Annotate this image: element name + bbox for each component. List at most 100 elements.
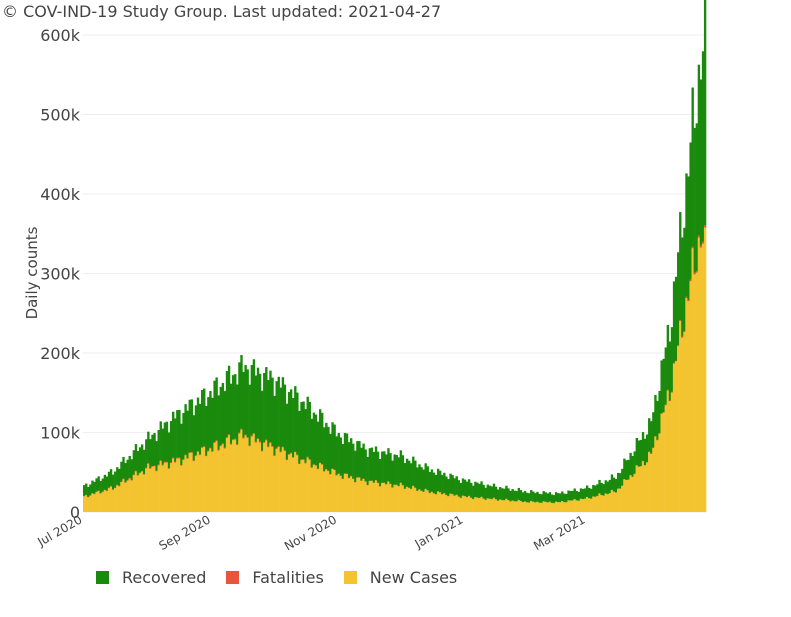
- bar-new-cases[interactable]: [182, 460, 185, 512]
- bar-new-cases[interactable]: [91, 493, 94, 512]
- bar-fatalities[interactable]: [279, 451, 282, 453]
- bar-new-cases[interactable]: [683, 332, 686, 512]
- bar-new-cases[interactable]: [412, 486, 415, 512]
- bar-recovered[interactable]: [395, 454, 398, 485]
- bar-fatalities[interactable]: [252, 433, 256, 434]
- bar-fatalities[interactable]: [136, 474, 140, 476]
- bar-fatalities[interactable]: [180, 464, 183, 466]
- bar-recovered[interactable]: [138, 447, 142, 473]
- bar-recovered[interactable]: [401, 455, 405, 486]
- bar-recovered[interactable]: [263, 372, 266, 443]
- bar-fatalities[interactable]: [254, 441, 258, 443]
- bar-recovered[interactable]: [590, 488, 593, 499]
- bar-new-cases[interactable]: [567, 500, 570, 512]
- bar-recovered[interactable]: [225, 371, 229, 438]
- bar-recovered[interactable]: [190, 399, 193, 452]
- bar-new-cases[interactable]: [118, 486, 121, 512]
- bar-new-cases[interactable]: [681, 337, 684, 512]
- bar-new-cases[interactable]: [643, 465, 647, 512]
- bar-fatalities[interactable]: [312, 464, 316, 465]
- bar-recovered[interactable]: [374, 446, 378, 481]
- bar-new-cases[interactable]: [577, 500, 581, 512]
- bar-fatalities[interactable]: [242, 437, 245, 439]
- bar-recovered[interactable]: [492, 483, 496, 498]
- bar-recovered[interactable]: [528, 493, 531, 503]
- bar-new-cases[interactable]: [496, 500, 500, 512]
- bar-new-cases[interactable]: [143, 474, 146, 512]
- bar-recovered[interactable]: [534, 493, 537, 503]
- bar-recovered[interactable]: [695, 123, 699, 271]
- bar-new-cases[interactable]: [211, 451, 214, 512]
- bar-new-cases[interactable]: [364, 481, 367, 512]
- bar-recovered[interactable]: [674, 276, 678, 361]
- bar-recovered[interactable]: [679, 212, 682, 321]
- bar-fatalities[interactable]: [116, 484, 119, 486]
- bar-fatalities[interactable]: [143, 474, 146, 475]
- bar-new-cases[interactable]: [327, 471, 330, 512]
- bar-new-cases[interactable]: [358, 477, 361, 512]
- bar-recovered[interactable]: [256, 367, 260, 439]
- bar-fatalities[interactable]: [325, 468, 328, 470]
- bar-fatalities[interactable]: [685, 296, 688, 299]
- bar-fatalities[interactable]: [662, 412, 665, 413]
- bar-fatalities[interactable]: [308, 459, 311, 460]
- bar-recovered[interactable]: [242, 371, 245, 438]
- bar-recovered[interactable]: [459, 482, 463, 498]
- bar-recovered[interactable]: [219, 386, 222, 446]
- bar-fatalities[interactable]: [159, 460, 162, 462]
- bar-fatalities[interactable]: [256, 438, 260, 440]
- bar-new-cases[interactable]: [343, 473, 347, 512]
- bar-recovered[interactable]: [335, 436, 338, 476]
- bar-new-cases[interactable]: [662, 412, 665, 512]
- bar-recovered[interactable]: [352, 443, 355, 479]
- bar-new-cases[interactable]: [273, 456, 276, 512]
- bar-new-cases[interactable]: [501, 500, 504, 512]
- bar-recovered[interactable]: [428, 471, 432, 493]
- bar-new-cases[interactable]: [163, 462, 167, 512]
- bar-new-cases[interactable]: [623, 479, 626, 512]
- bar-new-cases[interactable]: [126, 480, 129, 512]
- bar-recovered[interactable]: [153, 433, 156, 466]
- bar-new-cases[interactable]: [476, 497, 479, 512]
- legend-item-new-cases[interactable]: New Cases: [343, 568, 457, 587]
- bar-fatalities[interactable]: [149, 468, 152, 469]
- bar-new-cases[interactable]: [283, 451, 287, 512]
- bar-recovered[interactable]: [213, 380, 216, 443]
- bar-recovered[interactable]: [103, 474, 107, 490]
- bar-recovered[interactable]: [130, 459, 133, 480]
- bar-recovered[interactable]: [666, 325, 670, 390]
- bar-new-cases[interactable]: [145, 468, 148, 512]
- bar-new-cases[interactable]: [261, 451, 264, 512]
- bar-recovered[interactable]: [244, 365, 247, 435]
- bar-new-cases[interactable]: [420, 490, 423, 512]
- bar-recovered[interactable]: [689, 142, 692, 280]
- bar-new-cases[interactable]: [140, 471, 144, 512]
- bar-new-cases[interactable]: [606, 494, 610, 512]
- bar-new-cases[interactable]: [629, 475, 632, 512]
- bar-fatalities[interactable]: [209, 447, 212, 449]
- bar-new-cases[interactable]: [619, 488, 622, 512]
- bar-fatalities[interactable]: [683, 330, 686, 333]
- bar-new-cases[interactable]: [194, 455, 198, 512]
- bar-recovered[interactable]: [641, 432, 645, 461]
- bar-recovered[interactable]: [604, 480, 607, 494]
- bar-recovered[interactable]: [234, 374, 237, 439]
- bar-recovered[interactable]: [217, 395, 220, 450]
- bar-new-cases[interactable]: [312, 464, 316, 512]
- bar-new-cases[interactable]: [565, 502, 568, 512]
- bar-fatalities[interactable]: [225, 437, 229, 438]
- bar-fatalities[interactable]: [124, 482, 127, 483]
- bar-recovered[interactable]: [556, 493, 560, 503]
- bar-new-cases[interactable]: [559, 502, 562, 512]
- bar-recovered[interactable]: [565, 493, 568, 503]
- bar-recovered[interactable]: [294, 386, 297, 452]
- bar-new-cases[interactable]: [246, 437, 249, 512]
- bar-recovered[interactable]: [124, 463, 127, 483]
- bar-recovered[interactable]: [652, 412, 655, 448]
- legend-item-fatalities[interactable]: Fatalities: [226, 568, 324, 587]
- bar-new-cases[interactable]: [635, 465, 638, 512]
- bar-new-cases[interactable]: [457, 496, 460, 512]
- bar-recovered[interactable]: [182, 413, 185, 460]
- bar-new-cases[interactable]: [459, 498, 463, 512]
- bar-recovered[interactable]: [503, 488, 506, 501]
